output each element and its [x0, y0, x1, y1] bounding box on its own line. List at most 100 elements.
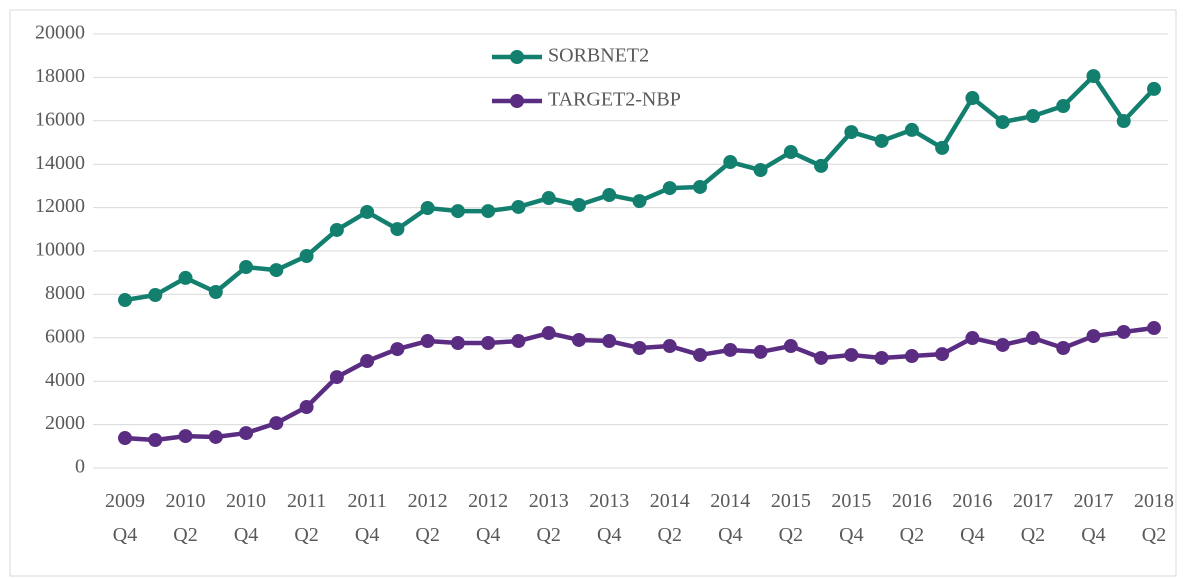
data-point [783, 145, 798, 160]
y-tick-label: 0 [75, 456, 85, 478]
data-point [541, 191, 556, 206]
legend-marker [510, 50, 524, 64]
data-point [208, 285, 223, 300]
data-point [662, 339, 677, 354]
data-point [995, 337, 1010, 352]
data-point [814, 158, 829, 173]
x-tick-label: 2009 Q4 [105, 490, 145, 546]
data-point [511, 199, 526, 214]
data-point [1086, 329, 1101, 344]
x-tick-label: 2011 Q2 [287, 490, 326, 546]
data-point [723, 342, 738, 357]
data-point [118, 431, 132, 446]
data-point [450, 336, 465, 351]
data-point [178, 270, 193, 285]
data-point [511, 334, 526, 349]
data-point [450, 204, 465, 219]
data-point [299, 248, 314, 263]
y-tick-label: 4000 [45, 369, 85, 391]
y-tick-label: 18000 [35, 65, 85, 87]
data-point [118, 293, 132, 308]
x-tick-label: 2015 Q4 [831, 490, 871, 546]
data-point [239, 426, 254, 441]
data-point [1086, 69, 1101, 84]
x-tick-label: 2014 Q4 [710, 490, 750, 546]
data-point [632, 340, 647, 355]
y-tick-label: 14000 [35, 152, 85, 174]
data-point [1056, 340, 1071, 355]
data-point [1056, 99, 1071, 114]
data-point [360, 204, 375, 219]
data-point [753, 344, 768, 359]
x-tick-label: 2010 Q4 [226, 490, 266, 546]
data-point [1147, 321, 1161, 336]
data-point [995, 115, 1010, 130]
data-point [904, 349, 919, 364]
data-point [662, 181, 677, 196]
data-point [420, 334, 435, 349]
x-tick-label: 2012 Q2 [408, 490, 448, 546]
x-tick-label: 2017 Q2 [1013, 490, 1053, 546]
data-point [571, 197, 586, 212]
data-point [874, 350, 889, 365]
data-point [269, 416, 284, 431]
data-point [329, 370, 344, 385]
data-point [632, 194, 647, 209]
data-point [148, 288, 163, 303]
data-point [935, 140, 950, 155]
data-point [783, 339, 798, 354]
data-point [904, 122, 919, 137]
data-point [390, 222, 405, 237]
y-tick-label: 6000 [45, 325, 85, 347]
y-tick-label: 2000 [45, 412, 85, 434]
legend-label: SORBNET2 [548, 45, 649, 67]
x-tick-label: 2011 Q4 [347, 490, 386, 546]
legend-label: TARGET2-NBP [548, 89, 681, 111]
data-point [360, 354, 375, 369]
legend-marker [510, 94, 524, 108]
data-point [602, 188, 617, 203]
x-tick-label: 2014 Q2 [650, 490, 690, 546]
data-point [723, 155, 738, 170]
x-tick-label: 2016 Q4 [952, 490, 992, 546]
x-tick-label: 2010 Q2 [166, 490, 206, 546]
data-point [935, 347, 950, 362]
data-point [148, 433, 163, 448]
data-point [481, 336, 496, 351]
data-point [208, 429, 223, 444]
x-tick-label: 2016 Q2 [892, 490, 932, 546]
data-point [693, 179, 708, 194]
x-tick-label: 2017 Q4 [1073, 490, 1113, 546]
data-point [1025, 109, 1040, 124]
data-point [753, 163, 768, 178]
data-point [269, 263, 284, 278]
x-tick-label: 2015 Q2 [771, 490, 811, 546]
data-point [814, 350, 829, 365]
data-point [420, 201, 435, 216]
y-tick-label: 10000 [35, 239, 85, 261]
x-tick-label: 2013 Q4 [589, 490, 629, 546]
data-point [1025, 331, 1040, 346]
data-point [299, 400, 314, 415]
data-point [390, 342, 405, 357]
data-point [602, 334, 617, 349]
data-point [1116, 114, 1131, 129]
data-point [844, 347, 859, 362]
data-point [178, 429, 193, 444]
data-point [571, 332, 586, 347]
y-tick-label: 20000 [35, 22, 85, 44]
y-tick-label: 12000 [35, 195, 85, 217]
data-point [541, 326, 556, 341]
data-point [329, 222, 344, 237]
y-tick-label: 8000 [45, 282, 85, 304]
data-point [965, 331, 980, 346]
data-point [874, 133, 889, 148]
y-tick-label: 16000 [35, 108, 85, 130]
data-point [1147, 81, 1161, 96]
x-tick-label: 2012 Q4 [468, 490, 508, 546]
data-point [481, 204, 496, 219]
x-tick-label: 2018 Q2 [1134, 490, 1174, 546]
data-point [693, 347, 708, 362]
x-tick-label: 2013 Q2 [529, 490, 569, 546]
